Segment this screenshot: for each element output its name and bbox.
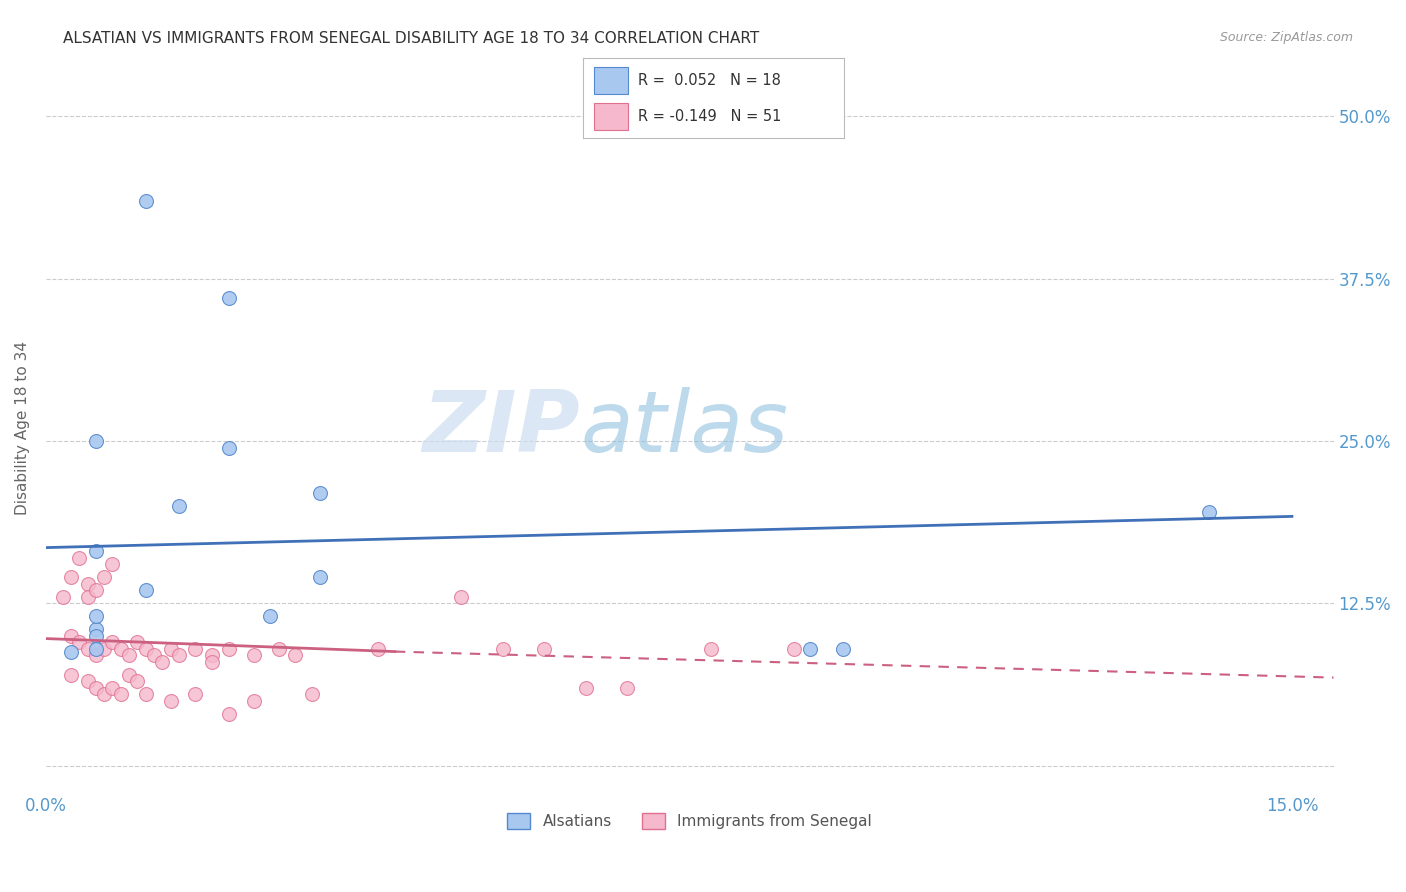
Point — [184, 642, 207, 657]
Point — [84, 629, 107, 643]
Point — [76, 590, 98, 604]
Point — [135, 583, 157, 598]
Text: Source: ZipAtlas.com: Source: ZipAtlas.com — [1219, 31, 1353, 45]
Point — [218, 642, 240, 657]
Point — [167, 499, 190, 513]
Point — [259, 609, 281, 624]
Bar — [593, 67, 627, 95]
Point — [127, 674, 149, 689]
Point — [699, 642, 721, 657]
Point — [309, 570, 332, 584]
Point — [59, 629, 82, 643]
Point — [76, 577, 98, 591]
Point — [84, 609, 107, 624]
Point — [150, 655, 173, 669]
Point — [59, 570, 82, 584]
Point — [76, 642, 98, 657]
Y-axis label: Disability Age 18 to 34: Disability Age 18 to 34 — [15, 341, 30, 515]
Point — [135, 642, 157, 657]
Point — [799, 642, 821, 657]
Point — [167, 648, 190, 663]
Point — [84, 648, 107, 663]
Point — [309, 486, 332, 500]
Point — [143, 648, 166, 663]
Point — [367, 642, 389, 657]
Point — [492, 642, 515, 657]
Point — [201, 648, 224, 663]
Point — [159, 694, 181, 708]
Point — [616, 681, 638, 695]
Point — [218, 291, 240, 305]
Point — [284, 648, 307, 663]
Point — [67, 551, 90, 566]
Point — [450, 590, 472, 604]
Point — [52, 590, 75, 604]
Point — [84, 623, 107, 637]
Text: R = -0.149   N = 51: R = -0.149 N = 51 — [638, 109, 782, 124]
Point — [242, 648, 264, 663]
Text: atlas: atlas — [581, 386, 789, 469]
Point — [93, 688, 115, 702]
Point — [84, 681, 107, 695]
Legend: Alsatians, Immigrants from Senegal: Alsatians, Immigrants from Senegal — [501, 807, 879, 835]
Point — [84, 434, 107, 448]
Point — [135, 688, 157, 702]
Point — [93, 570, 115, 584]
Point — [218, 706, 240, 721]
Point — [184, 688, 207, 702]
Text: ZIP: ZIP — [423, 386, 581, 469]
Point — [118, 668, 141, 682]
Point — [118, 648, 141, 663]
Point — [110, 688, 132, 702]
Point — [575, 681, 598, 695]
Point — [67, 635, 90, 649]
Point — [135, 194, 157, 208]
Point — [301, 688, 323, 702]
Point — [201, 655, 224, 669]
Point — [93, 642, 115, 657]
Point — [101, 635, 124, 649]
Point — [218, 441, 240, 455]
Text: ALSATIAN VS IMMIGRANTS FROM SENEGAL DISABILITY AGE 18 TO 34 CORRELATION CHART: ALSATIAN VS IMMIGRANTS FROM SENEGAL DISA… — [63, 31, 759, 46]
Point — [84, 583, 107, 598]
Point — [159, 642, 181, 657]
Point — [242, 694, 264, 708]
Point — [782, 642, 804, 657]
Point — [101, 681, 124, 695]
Bar — [593, 103, 627, 130]
Point — [101, 558, 124, 572]
Point — [1198, 506, 1220, 520]
Point — [59, 644, 82, 658]
Point — [832, 642, 855, 657]
Point — [76, 674, 98, 689]
Point — [533, 642, 555, 657]
Point — [84, 642, 107, 657]
Point — [59, 668, 82, 682]
Point — [127, 635, 149, 649]
Point — [84, 544, 107, 558]
Text: R =  0.052   N = 18: R = 0.052 N = 18 — [638, 73, 780, 88]
Point — [110, 642, 132, 657]
Point — [267, 642, 290, 657]
